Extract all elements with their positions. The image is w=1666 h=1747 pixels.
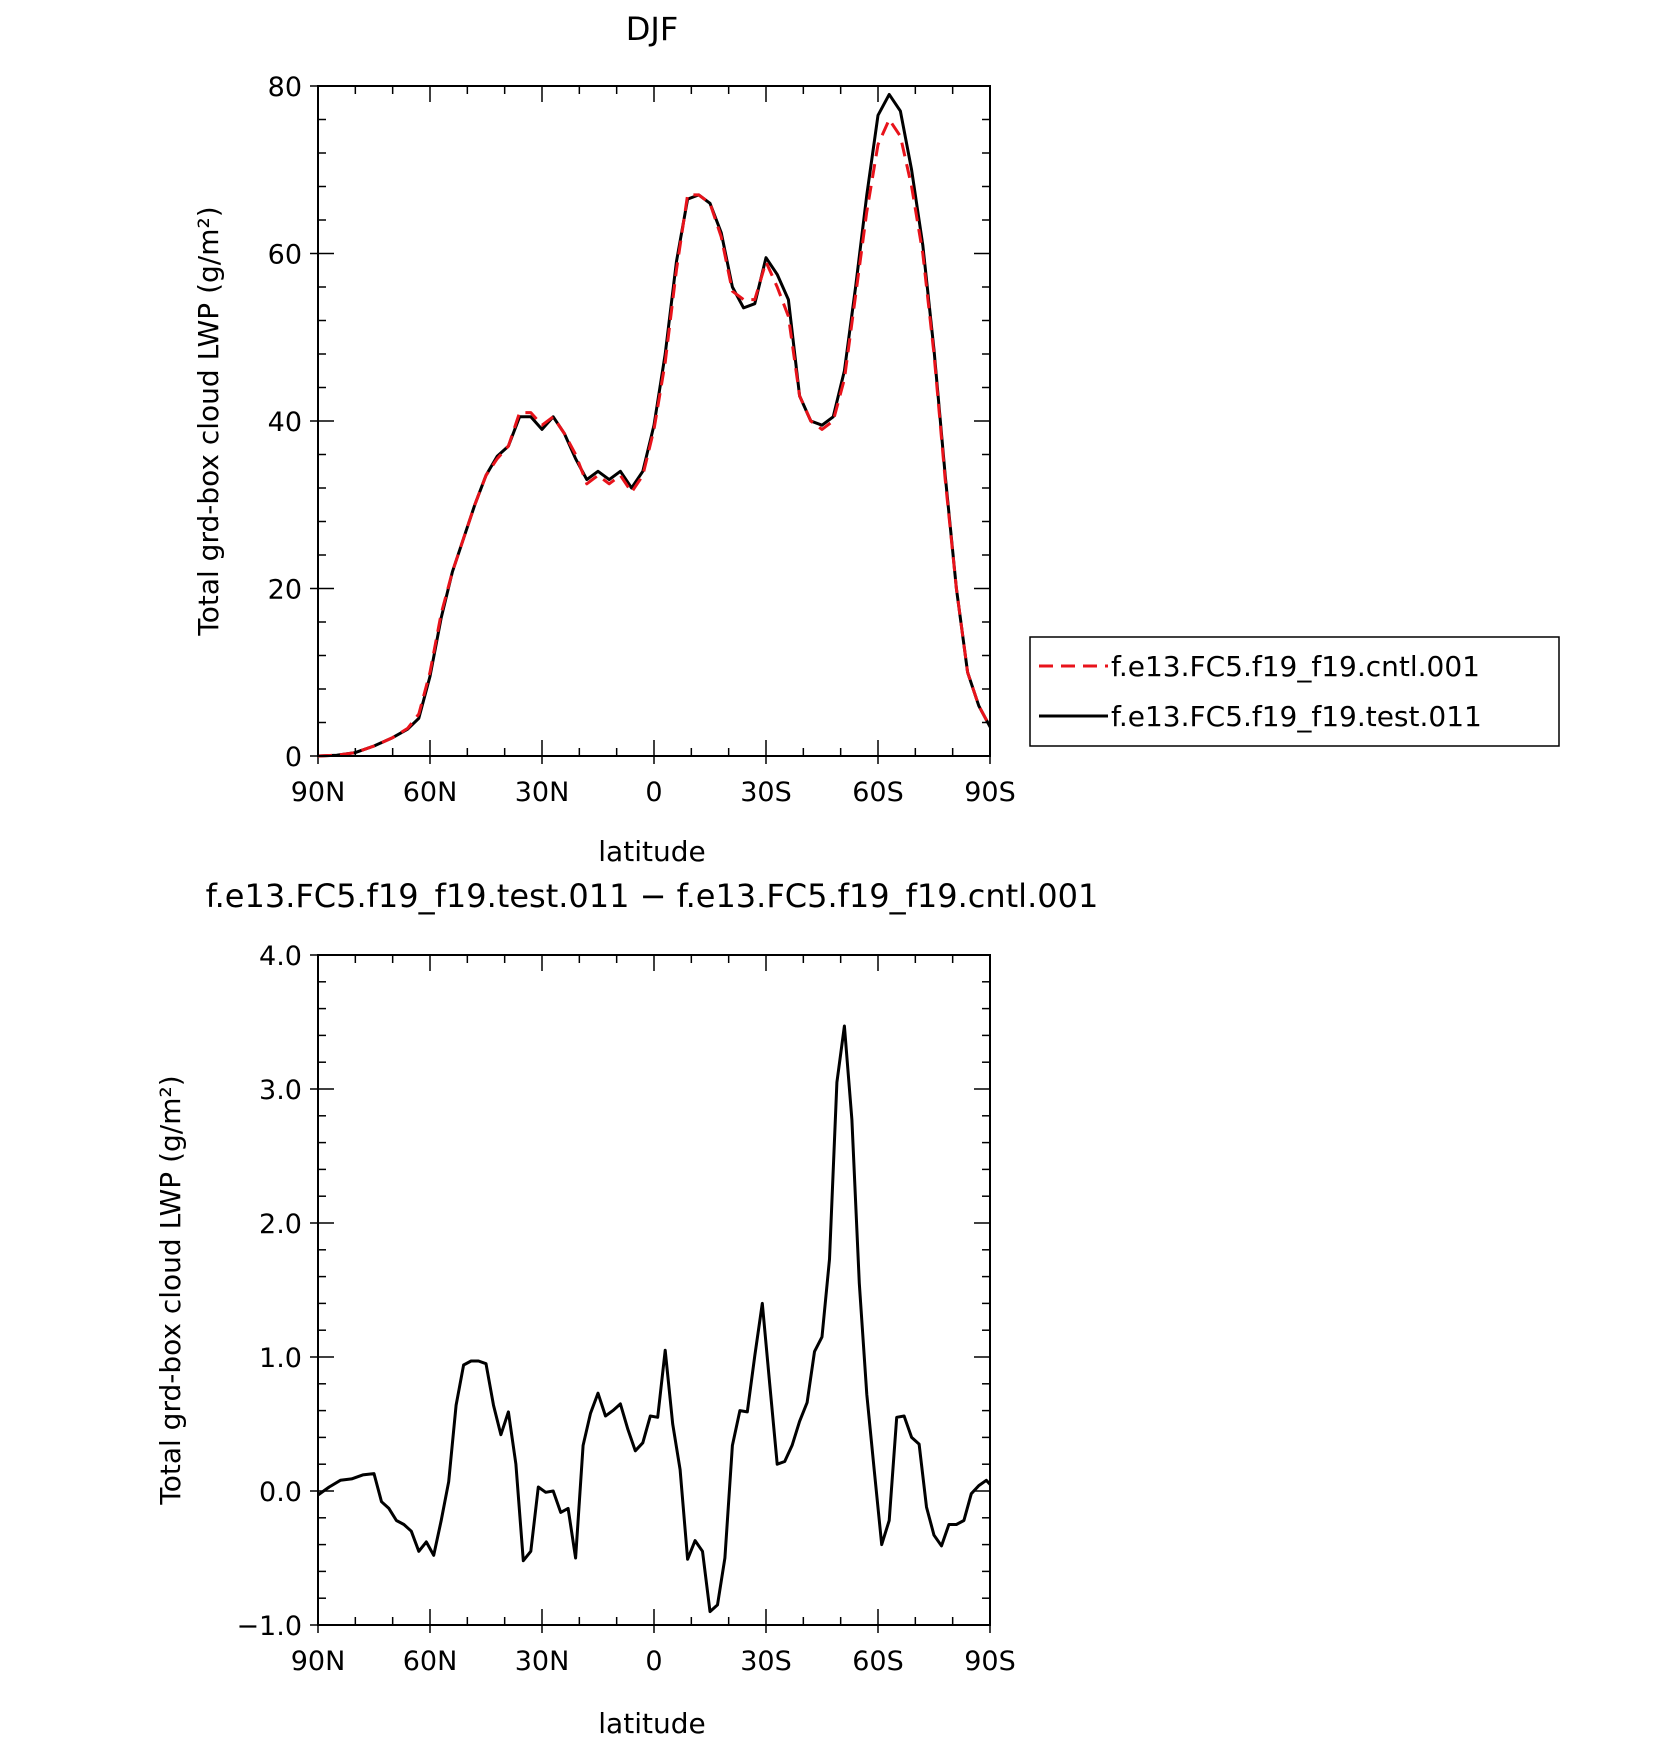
- top-series-test-line: [318, 92, 990, 758]
- top-y-tick-label: 0: [285, 742, 302, 773]
- top-x-tick-label: 0: [645, 777, 662, 808]
- top-y-tick-label: 40: [268, 407, 302, 438]
- top-x-tick-label: 30N: [515, 777, 570, 808]
- top-panel: DJF 0 20 40 60 80 90N 60N 30N 0 30S 60S 90S latitud…: [192, 10, 1560, 868]
- top-y-axis-label: Total grd-box cloud LWP (g/m²): [192, 206, 225, 636]
- top-chart-title: DJF: [626, 10, 678, 48]
- top-ticks: [310, 85, 991, 764]
- legend-label-cntl: f.e13.FC5.f19_f19.cntl.001: [1111, 650, 1480, 683]
- bottom-y-axis-label: Total grd-box cloud LWP (g/m²): [154, 1075, 187, 1505]
- top-y-tick-label: 60: [268, 240, 302, 271]
- bottom-x-axis-label: latitude: [598, 1707, 705, 1740]
- legend-box: [1029, 636, 1560, 747]
- top-x-axis-label: latitude: [598, 835, 705, 868]
- top-x-tick-label: 60N: [403, 777, 458, 808]
- bottom-x-tick-label: 90S: [964, 1646, 1016, 1677]
- top-tick-labels: 0 20 40 60 80 90N 60N 30N 0 30S 60S 90S: [268, 72, 1016, 808]
- bottom-y-tick-label: 3.0: [259, 1075, 302, 1106]
- top-y-tick-label: 80: [268, 72, 302, 103]
- bottom-series-diff-line: [318, 1024, 990, 1614]
- bottom-x-tick-label: 30S: [740, 1646, 792, 1677]
- bottom-chart-title: f.e13.FC5.f19_f19.test.011 − f.e13.FC5.f…: [206, 877, 1099, 915]
- bottom-y-tick-label: 1.0: [259, 1343, 302, 1374]
- legend: f.e13.FC5.f19_f19.cntl.001 f.e13.FC5.f19…: [1029, 636, 1560, 747]
- bottom-x-tick-label: 90N: [291, 1646, 346, 1677]
- top-plot-frame: [317, 85, 991, 757]
- top-y-tick-label: 20: [268, 575, 302, 606]
- bottom-panel: f.e13.FC5.f19_f19.test.011 − f.e13.FC5.f…: [154, 877, 1098, 1740]
- legend-label-test: f.e13.FC5.f19_f19.test.011: [1111, 700, 1482, 733]
- top-x-tick-label: 30S: [740, 777, 792, 808]
- bottom-tick-labels: −1.0 0.0 1.0 2.0 3.0 4.0 90N 60N 30N 0 30S 60S 90S: [236, 941, 1015, 1677]
- bottom-plot-frame: [317, 954, 991, 1626]
- bottom-x-tick-label: 60N: [403, 1646, 458, 1677]
- top-series-cntl-line: [318, 118, 990, 758]
- bottom-x-tick-label: 60S: [852, 1646, 904, 1677]
- top-x-tick-label: 90S: [964, 777, 1016, 808]
- bottom-y-tick-label: 0.0: [259, 1477, 302, 1508]
- top-x-tick-label: 90N: [291, 777, 346, 808]
- bottom-y-tick-label: −1.0: [236, 1611, 302, 1642]
- top-series-lines: [318, 92, 990, 758]
- bottom-ticks: [310, 954, 991, 1633]
- bottom-x-tick-label: 0: [645, 1646, 662, 1677]
- bottom-y-tick-label: 2.0: [259, 1209, 302, 1240]
- top-x-tick-label: 60S: [852, 777, 904, 808]
- bottom-series-lines: [318, 1024, 990, 1614]
- bottom-y-tick-label: 4.0: [259, 941, 302, 972]
- bottom-x-tick-label: 30N: [515, 1646, 570, 1677]
